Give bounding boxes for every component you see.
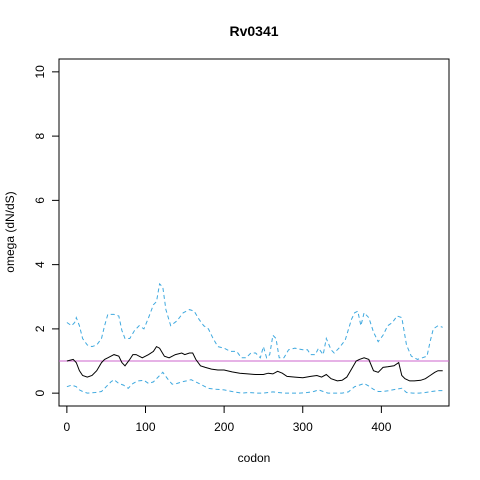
y-axis-label: omega (dN/dS) <box>3 191 17 272</box>
y-tick-label: 2 <box>33 325 47 332</box>
x-tick-label: 300 <box>293 420 313 434</box>
x-tick-label: 0 <box>64 420 71 434</box>
x-axis: 0 100 200 300 400 <box>64 405 392 434</box>
x-axis-label: codon <box>238 451 271 465</box>
x-tick-label: 400 <box>371 420 391 434</box>
y-tick-label: 6 <box>33 197 47 204</box>
series-lower-line <box>66 371 443 394</box>
y-tick-label: 4 <box>33 261 47 268</box>
y-tick-label: 8 <box>33 132 47 139</box>
chart-title: Rv0341 <box>229 23 278 39</box>
y-tick-label: 10 <box>33 65 47 79</box>
series-mean-line <box>66 345 443 382</box>
y-tick-label: 0 <box>33 389 47 396</box>
plot-area <box>58 58 450 407</box>
series-layer <box>66 282 443 394</box>
x-tick-label: 200 <box>214 420 234 434</box>
x-tick-label: 100 <box>135 420 155 434</box>
y-axis: 0 2 4 6 8 10 <box>33 65 60 396</box>
series-upper-line <box>66 282 443 360</box>
